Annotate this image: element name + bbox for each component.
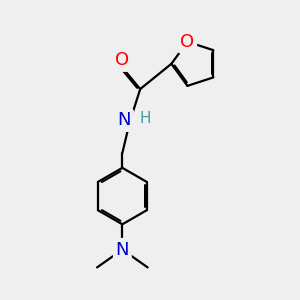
Text: N: N xyxy=(118,111,131,129)
Text: N: N xyxy=(116,241,129,259)
Text: H: H xyxy=(140,111,151,126)
Text: O: O xyxy=(115,51,129,69)
Text: O: O xyxy=(180,33,194,51)
